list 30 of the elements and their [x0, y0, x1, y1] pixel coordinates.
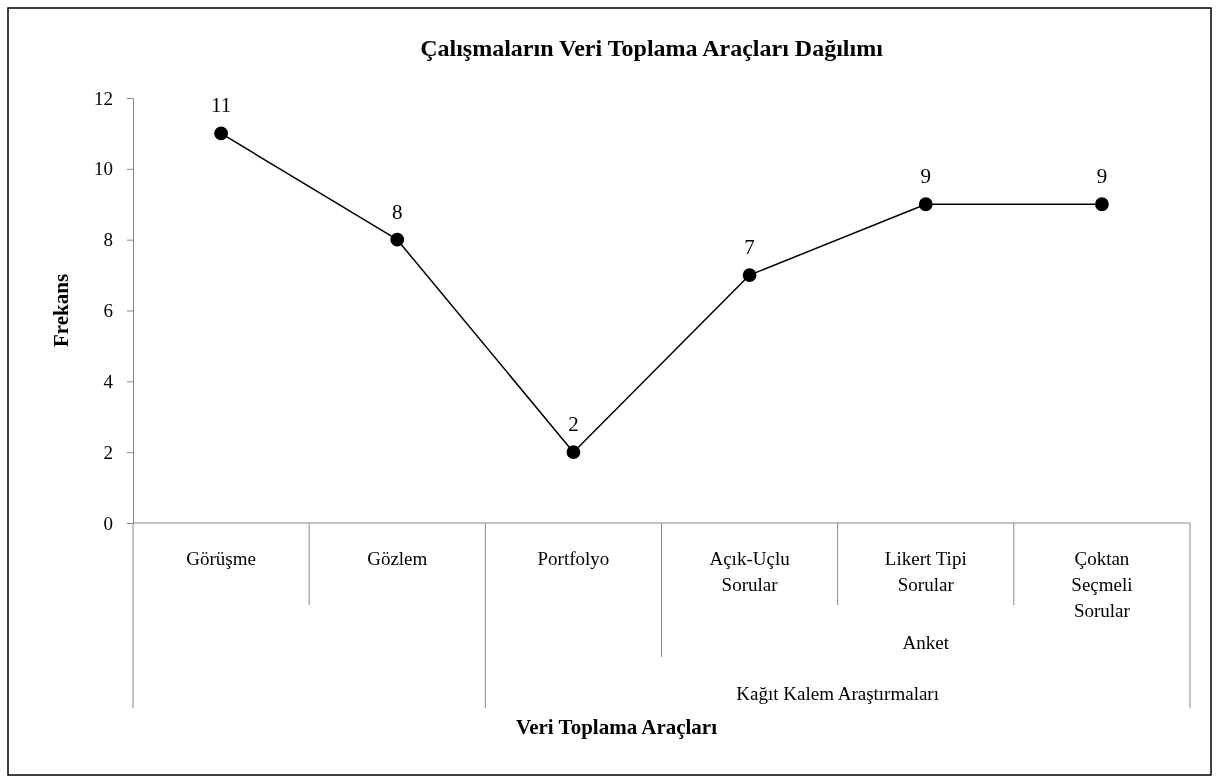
y-tick-label: 0 — [103, 512, 113, 534]
text: Kağıt Kalem Araştırmaları — [736, 683, 939, 704]
x-tick-label: Açık-Uçlu Sorular — [709, 548, 791, 595]
point — [566, 445, 581, 460]
data-label: 8 — [392, 199, 403, 224]
y-tick-label: 12 — [94, 87, 113, 109]
x-tick-label: Likert Tipi Sorular — [884, 548, 967, 595]
x-tick-label: Portfolyo — [537, 548, 610, 569]
data-label: 9 — [1096, 164, 1108, 189]
x-tick-label: Görüşme — [186, 548, 256, 569]
data-label: 2 — [568, 412, 579, 437]
y-axis-title: Frekans — [49, 273, 73, 348]
x-tick-label: Çoktan Seçmeli Sorular — [1071, 548, 1133, 621]
point — [214, 126, 228, 141]
chart-title: Çalışmaların Veri Toplama Araçları Dağılımı — [420, 35, 884, 61]
y-tick-label: 10 — [94, 158, 113, 180]
x-tick-label: Gözlem — [367, 548, 428, 569]
data-label: 7 — [744, 235, 755, 260]
point — [390, 232, 405, 247]
text: Anket — [902, 632, 950, 653]
y-tick-label: 6 — [103, 300, 113, 322]
x-axis-title: Veri Toplama Araçları — [515, 715, 718, 739]
data-label: 11 — [210, 93, 232, 118]
point — [918, 197, 933, 212]
y-tick-label: 4 — [103, 370, 114, 392]
y-tick-label: 8 — [103, 229, 113, 251]
point — [1095, 197, 1109, 212]
data-label: 9 — [920, 164, 931, 189]
point — [742, 268, 757, 282]
y-tick-label: 2 — [103, 441, 113, 463]
